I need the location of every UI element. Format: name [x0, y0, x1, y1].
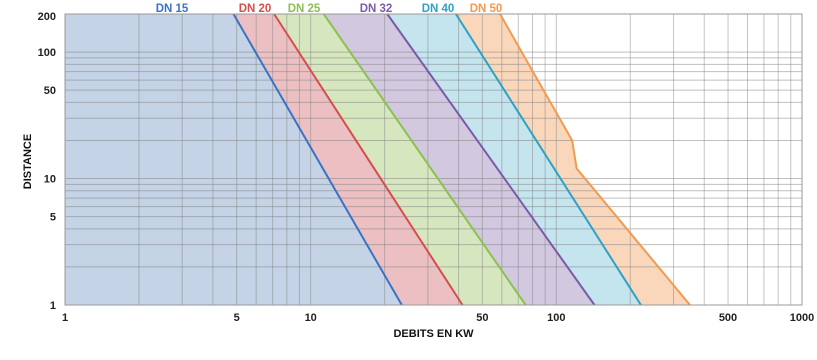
x-tick-label: 5: [234, 312, 240, 324]
y-tick-label: 50: [44, 85, 56, 97]
x-tick-label: 10: [305, 312, 317, 324]
x-axis-label: DEBITS EN KW: [393, 328, 474, 340]
y-tick-label: 1: [50, 300, 56, 312]
plot-frame: [64, 13, 803, 306]
legend-entry-dn-50: DN 50: [470, 3, 503, 15]
x-tick-label: 1: [62, 312, 68, 324]
x-tick-label: 500: [719, 312, 737, 324]
legend-entry-dn-20: DN 20: [239, 3, 272, 15]
series-line-dn-32: [386, 13, 596, 306]
y-axis-ticks: 1 5 10 50 100 200: [38, 11, 56, 312]
x-tick-label: 1000: [790, 312, 814, 324]
legend-entry-dn-25: DN 25: [288, 3, 321, 15]
legend: DN 15 DN 20 DN 25 DN 32 DN 40 DN 50: [156, 3, 503, 15]
y-tick-label: 200: [38, 11, 56, 23]
series-fill-dn-15: [65, 14, 402, 305]
x-tick-label: 50: [476, 312, 488, 324]
y-tick-label: 10: [44, 174, 56, 186]
series-lines: [232, 13, 691, 306]
series-line-dn-20: [273, 13, 464, 306]
y-axis-label: DISTANCE: [22, 134, 34, 189]
series-line-dn-50: [499, 13, 691, 306]
series-line-dn-40: [455, 13, 642, 306]
legend-entry-dn-40: DN 40: [422, 3, 455, 15]
y-tick-label: 5: [50, 212, 56, 224]
series-line-dn-25: [322, 13, 527, 306]
series-line-dn-15: [232, 13, 403, 306]
series-fills: [65, 14, 690, 305]
x-axis-ticks: 1 5 10 50 100 500 1000: [62, 312, 814, 324]
legend-entry-dn-15: DN 15: [156, 3, 189, 15]
grid: [65, 14, 802, 305]
y-tick-label: 100: [38, 47, 56, 59]
x-tick-label: 100: [547, 312, 565, 324]
legend-entry-dn-32: DN 32: [360, 3, 393, 15]
